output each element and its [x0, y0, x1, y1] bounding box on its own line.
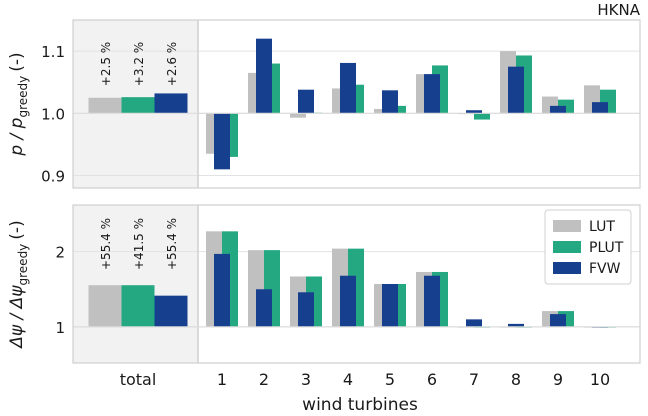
xtick-label: 2 [259, 370, 269, 389]
bar-fvw-9 [550, 314, 566, 327]
bar-fvw-5 [382, 90, 398, 114]
total-change-label: +3.2 % [132, 42, 146, 86]
xtick-label: 8 [511, 370, 521, 389]
y-axis-label-main: p / p [7, 117, 27, 156]
ytick-label: 1 [55, 319, 65, 337]
total-region-1 [73, 205, 198, 363]
total-change-label: +2.5 % [99, 42, 113, 86]
bar-fvw-8 [508, 66, 524, 114]
ytick-label: 1.0 [41, 105, 65, 123]
bar-plut-total [121, 285, 155, 327]
xtick-label: total [120, 370, 157, 389]
y-axis-label-unit: (-) [7, 52, 27, 71]
bar-lut-3 [290, 113, 306, 118]
ytick-label: 0.9 [41, 168, 65, 186]
xtick-label: 1 [217, 370, 227, 389]
bar-fvw-total [154, 93, 188, 114]
bar-fvw-7 [466, 110, 482, 114]
y-axis-label-0: p / pgreedy (-) [7, 52, 30, 156]
bar-fvw-6 [424, 74, 440, 114]
legend-swatch-fvw [553, 262, 581, 274]
y-axis-label-unit: (-) [7, 220, 27, 239]
bar-fvw-4 [340, 62, 356, 114]
panel-frame-1 [72, 204, 641, 364]
bar-fvw-2 [256, 289, 272, 327]
total-change-label: +41.5 % [132, 218, 146, 270]
bar-lut-total [88, 97, 122, 114]
xtick-label: 9 [553, 370, 563, 389]
legend-label-lut: LUT [589, 219, 615, 235]
bar-fvw-1 [214, 113, 230, 170]
y-axis-label-1: Δψ / Δψgreedy (-) [7, 220, 30, 349]
bar-fvw-6 [424, 275, 440, 327]
panel-annotation: HKNA [597, 1, 640, 19]
total-change-label: +2.6 % [165, 42, 179, 86]
bar-fvw-7 [466, 319, 482, 327]
ytick-label: 1.1 [41, 43, 65, 61]
ytick-label: 2 [55, 244, 65, 262]
xtick-label: 4 [343, 370, 353, 389]
bar-fvw-9 [550, 105, 566, 114]
xtick-label: 10 [590, 370, 610, 389]
panel-frame-0 [72, 19, 641, 189]
total-change-label: +55.4 % [99, 218, 113, 270]
bar-fvw-total [154, 295, 188, 327]
legend-swatch-plut [553, 241, 581, 253]
legend-label-plut: PLUT [589, 240, 624, 256]
x-axis-label: wind turbines [302, 395, 418, 415]
xtick-label: 5 [385, 370, 395, 389]
xtick-label: 6 [427, 370, 437, 389]
total-change-label: +55.4 % [165, 218, 179, 270]
bar-fvw-3 [298, 89, 314, 114]
bar-fvw-3 [298, 292, 314, 327]
xtick-label: 3 [301, 370, 311, 389]
bar-fvw-5 [382, 284, 398, 327]
legend-label-fvw: FVW [589, 261, 621, 277]
bar-lut-total [88, 285, 122, 327]
bar-fvw-2 [256, 38, 272, 114]
xtick-label: 7 [469, 370, 479, 389]
bar-plut-total [121, 97, 155, 114]
bar-fvw-10 [592, 102, 608, 114]
y-axis-label-sub: greedy [16, 244, 30, 286]
legend-swatch-lut [553, 220, 581, 232]
bar-fvw-1 [214, 253, 230, 327]
y-axis-label-main: Δψ / Δψ [7, 285, 27, 350]
y-axis-label-sub: greedy [16, 76, 30, 118]
bar-fvw-8 [508, 323, 524, 327]
bar-plut-7 [474, 113, 490, 120]
bar-fvw-4 [340, 275, 356, 327]
